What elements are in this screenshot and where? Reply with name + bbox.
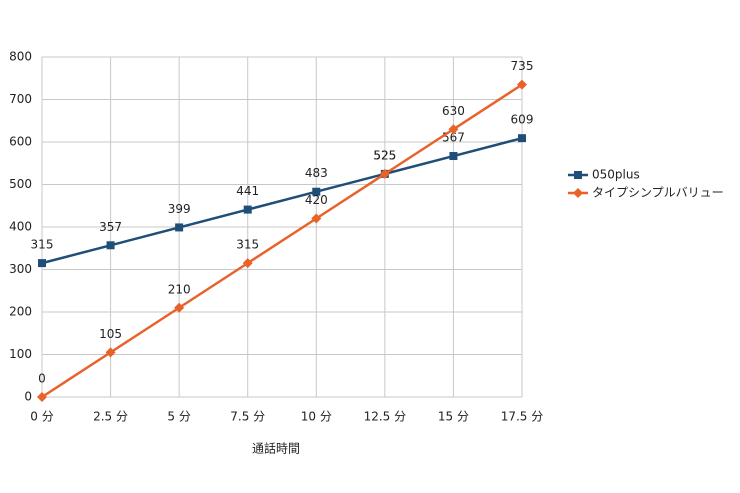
marker <box>175 223 184 232</box>
x-tick-label: 17.5 分 <box>501 410 544 424</box>
marker <box>312 187 321 196</box>
data-label: 210 <box>168 282 191 296</box>
marker <box>242 258 253 269</box>
x-tick-label: 5 分 <box>167 410 190 424</box>
x-axis-title: 通話時間 <box>252 441 300 456</box>
marker <box>448 124 459 135</box>
data-label: 441 <box>236 184 259 198</box>
y-tick-label: 600 <box>9 135 32 149</box>
data-label: 525 <box>373 148 396 162</box>
x-tick-label: 12.5 分 <box>364 410 407 424</box>
marker <box>37 392 47 402</box>
marker <box>518 134 526 143</box>
x-tick-label: 0 分 <box>30 410 53 424</box>
marker <box>517 79 527 90</box>
marker <box>573 188 583 198</box>
x-tick-label: 2.5 分 <box>93 410 128 424</box>
data-label: 735 <box>511 59 534 73</box>
data-label: 315 <box>236 238 259 252</box>
marker <box>449 152 458 161</box>
y-tick-label: 300 <box>9 262 32 276</box>
marker <box>243 205 252 214</box>
marker <box>311 213 322 224</box>
y-tick-label: 800 <box>9 50 32 64</box>
data-label: 609 <box>511 113 534 127</box>
data-label: 357 <box>99 220 122 234</box>
legend-label: 050plus <box>592 168 640 182</box>
marker <box>106 241 115 250</box>
y-tick-label: 500 <box>9 177 32 191</box>
legend-label: タイプシンプルバリュー <box>592 186 724 200</box>
y-tick-label: 200 <box>9 305 32 319</box>
data-label: 525 <box>373 148 396 162</box>
line <box>41 83 523 399</box>
x-tick-label: 10 分 <box>301 410 332 424</box>
y-tick-label: 0 <box>24 390 32 404</box>
x-tick-label: 7.5 分 <box>230 410 265 424</box>
y-tick-label: 100 <box>9 347 32 361</box>
data-label: 630 <box>442 104 465 118</box>
data-label: 0 <box>38 372 46 386</box>
marker <box>574 171 582 179</box>
marker <box>105 347 116 358</box>
data-label: 399 <box>168 202 191 216</box>
marker <box>379 168 390 179</box>
data-label: 420 <box>305 193 328 207</box>
y-tick-label: 400 <box>9 220 32 234</box>
x-tick-label: 15 分 <box>438 410 469 424</box>
marker <box>174 302 185 313</box>
y-tick-label: 700 <box>9 92 32 106</box>
line <box>41 136 523 265</box>
data-label: 105 <box>99 327 122 341</box>
data-label: 483 <box>305 166 328 180</box>
marker <box>38 259 46 268</box>
data-label: 315 <box>31 238 54 252</box>
